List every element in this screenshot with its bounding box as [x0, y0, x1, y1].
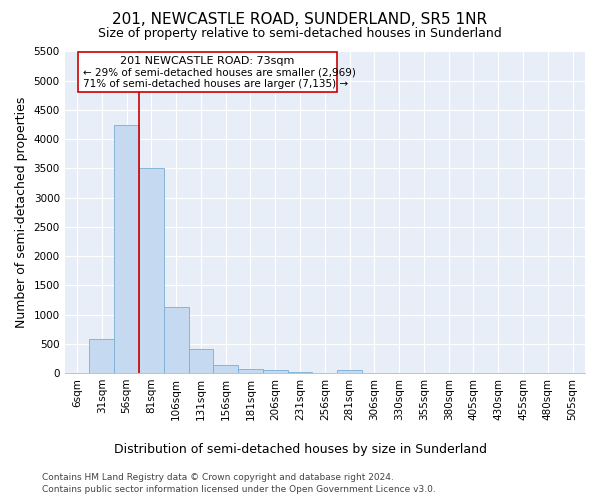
Bar [164, 307, 188, 373]
Text: ← 29% of semi-detached houses are smaller (2,969): ← 29% of semi-detached houses are smalle… [83, 67, 355, 77]
Bar [188, 349, 214, 373]
Bar [287, 372, 313, 373]
Bar [263, 370, 287, 373]
Text: Contains public sector information licensed under the Open Government Licence v3: Contains public sector information licen… [42, 485, 436, 494]
Bar [337, 370, 362, 373]
Text: Size of property relative to semi-detached houses in Sunderland: Size of property relative to semi-detach… [98, 28, 502, 40]
FancyBboxPatch shape [77, 52, 337, 92]
Text: 201 NEWCASTLE ROAD: 73sqm: 201 NEWCASTLE ROAD: 73sqm [120, 56, 295, 66]
Bar [139, 168, 164, 373]
Bar [89, 338, 114, 373]
Text: Contains HM Land Registry data © Crown copyright and database right 2024.: Contains HM Land Registry data © Crown c… [42, 472, 394, 482]
Bar [114, 125, 139, 373]
Text: 71% of semi-detached houses are larger (7,135) →: 71% of semi-detached houses are larger (… [83, 78, 347, 88]
Text: 201, NEWCASTLE ROAD, SUNDERLAND, SR5 1NR: 201, NEWCASTLE ROAD, SUNDERLAND, SR5 1NR [112, 12, 488, 28]
Bar [238, 369, 263, 373]
Bar [214, 365, 238, 373]
Text: Distribution of semi-detached houses by size in Sunderland: Distribution of semi-detached houses by … [113, 442, 487, 456]
Y-axis label: Number of semi-detached properties: Number of semi-detached properties [15, 96, 28, 328]
